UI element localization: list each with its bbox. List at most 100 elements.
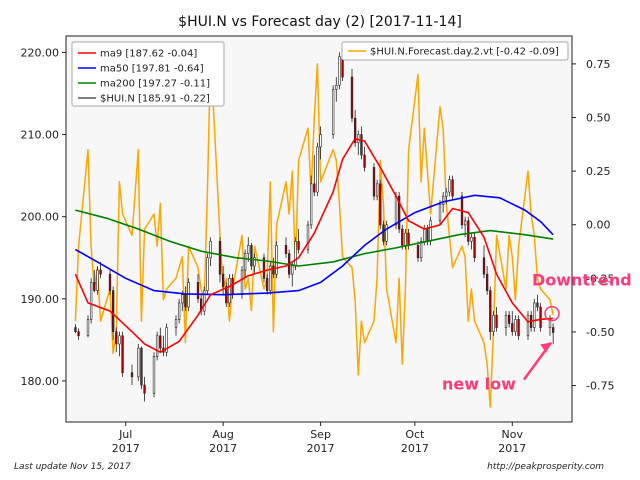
x-tick-sublabel: 2017 <box>498 442 526 455</box>
candle-body <box>504 314 508 328</box>
candle-body <box>419 241 423 259</box>
x-tick-sublabel: 2017 <box>112 442 140 455</box>
candle-body <box>262 257 266 279</box>
ma50-line <box>75 194 554 296</box>
axes: 180.00 190.00 200.00 210.00 220.00 -0.75 -0.50… <box>21 46 615 455</box>
x-tick-label: Aug <box>212 428 233 441</box>
legend-right-box <box>341 41 569 61</box>
candle-body <box>407 232 410 246</box>
candle-body <box>379 183 382 226</box>
candle-body <box>313 183 316 193</box>
candle-body <box>121 335 124 374</box>
candle-body <box>99 269 102 275</box>
candle-body <box>209 241 212 259</box>
candle-body <box>165 327 168 353</box>
candle-body <box>382 224 385 242</box>
candle-body <box>250 245 253 267</box>
candle-body <box>140 347 143 386</box>
candle-body <box>517 319 520 337</box>
candle-body <box>247 245 250 254</box>
candle-body <box>253 257 256 267</box>
x-tick-sublabel: 2017 <box>401 442 429 455</box>
ma9-line <box>74 137 554 354</box>
candle-body <box>404 232 407 246</box>
candle-body <box>240 269 244 296</box>
x-tick-label: Nov <box>502 428 524 441</box>
candle-body <box>155 335 159 357</box>
candle-body <box>416 245 420 259</box>
candle-body <box>429 220 432 242</box>
candle-body <box>108 273 112 291</box>
candle-body <box>495 314 498 328</box>
candle-body <box>536 302 539 308</box>
candle-body <box>372 167 376 197</box>
y-right-tick-label: -0.50 <box>586 326 614 339</box>
candle-body <box>221 273 225 287</box>
candle-body <box>74 327 77 332</box>
x-tick-label: Jul <box>118 428 132 441</box>
candle-body <box>473 236 476 259</box>
candle-body <box>353 117 357 144</box>
candle-body <box>291 265 294 275</box>
candle-body <box>350 76 354 119</box>
legend-label: ma9 [187.62 -0.04] <box>100 49 197 60</box>
footer-source-link[interactable]: http://peakprosperity.com <box>487 462 604 472</box>
candle-body <box>438 204 442 222</box>
candle-body <box>507 314 511 324</box>
candle-body <box>152 355 156 394</box>
candle-body <box>335 84 338 90</box>
candle-body <box>93 282 96 291</box>
candle-body <box>401 228 404 246</box>
legend-left-box <box>71 41 225 107</box>
candle-body <box>316 146 319 193</box>
candle-body <box>423 228 426 242</box>
candle-body <box>218 241 222 275</box>
candle-body <box>319 134 322 148</box>
candle-body <box>309 183 313 226</box>
candle-body <box>482 257 486 275</box>
footer-last-update: Last update Nov 15, 2017 <box>14 462 131 472</box>
candle-body <box>533 302 536 328</box>
y-right-tick-label: 0.50 <box>586 111 611 124</box>
annotation-arrow-head <box>540 342 552 353</box>
candle-body <box>177 302 181 320</box>
candle-body <box>181 294 184 304</box>
candle-body <box>363 154 366 168</box>
candle-body <box>551 327 555 333</box>
forecast-series <box>74 52 554 408</box>
candle-body <box>89 282 93 320</box>
legend-label: ma50 [197.81 -0.64] <box>100 64 204 75</box>
ma200-line <box>75 209 554 267</box>
candle-body <box>463 220 467 226</box>
candle-body <box>360 134 363 156</box>
candle-body <box>130 372 134 378</box>
candle-body <box>338 56 341 86</box>
candle-body <box>111 290 115 332</box>
legend-label: $HUI.N [185.91 -0.22] <box>100 94 210 105</box>
candle-body <box>375 183 379 197</box>
annotation-new-low: new low <box>442 375 516 394</box>
candle-body <box>426 228 429 242</box>
candle-body <box>445 191 448 197</box>
candle-body <box>174 319 178 328</box>
annotation-downtrend: Downtrend <box>532 271 632 290</box>
candle-body <box>467 220 470 242</box>
candle-body <box>275 245 278 275</box>
legend-label: $HUI.N.Forecast.day.2.vt [-0.42 -0.09] <box>370 47 559 58</box>
candle-body <box>269 265 272 291</box>
downtrend-circle <box>544 305 560 322</box>
forecast-line <box>74 52 554 408</box>
legend-left: ma9 [187.62 -0.04] ma50 [197.81 -0.64] ma2… <box>71 41 225 107</box>
candle-body <box>231 277 234 296</box>
x-tick-sublabel: 2017 <box>307 442 335 455</box>
candle-body <box>297 241 300 250</box>
candle-body <box>159 335 162 349</box>
candle-body <box>492 314 495 332</box>
candle-body <box>184 294 187 308</box>
y-right-tick-label: 0.25 <box>586 165 611 178</box>
y-right-tick-label: 0.75 <box>586 58 611 71</box>
candle-body <box>228 277 231 304</box>
candle-body <box>511 323 514 332</box>
candle-body <box>514 319 517 332</box>
y-right-tick-label: 0.00 <box>586 219 611 232</box>
